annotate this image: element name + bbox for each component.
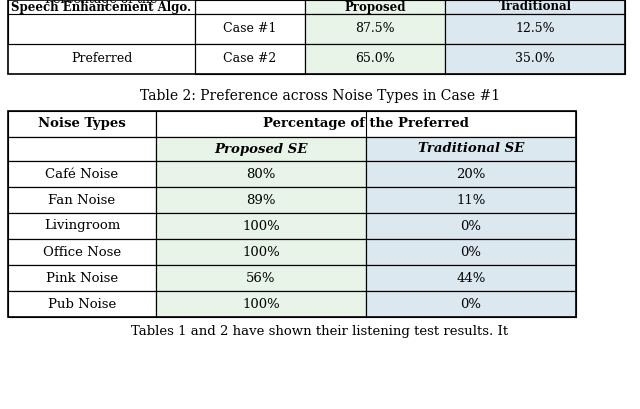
Bar bbox=[8, 0, 195, 44]
Bar bbox=[366, 213, 576, 239]
Bar bbox=[366, 291, 576, 317]
Bar bbox=[366, 239, 576, 265]
Text: 11%: 11% bbox=[456, 193, 486, 207]
Bar bbox=[156, 161, 366, 187]
Text: Percentage of the: Percentage of the bbox=[45, 0, 157, 5]
Bar bbox=[8, 111, 576, 317]
Bar bbox=[366, 187, 576, 213]
Text: 20%: 20% bbox=[456, 168, 486, 180]
Bar bbox=[8, 137, 156, 161]
Text: Pub Noise: Pub Noise bbox=[48, 297, 116, 310]
Bar bbox=[366, 161, 576, 187]
Text: 35.0%: 35.0% bbox=[515, 52, 555, 65]
Text: Speech Enhancement Algo.: Speech Enhancement Algo. bbox=[12, 0, 191, 13]
Text: 89%: 89% bbox=[246, 193, 276, 207]
Bar bbox=[195, 14, 305, 44]
Bar bbox=[445, 0, 625, 14]
Text: Livingroom: Livingroom bbox=[44, 220, 120, 232]
Bar bbox=[445, 14, 625, 44]
Bar bbox=[156, 213, 366, 239]
Text: 56%: 56% bbox=[246, 272, 276, 285]
Bar bbox=[156, 137, 366, 161]
Bar bbox=[156, 239, 366, 265]
Text: 0%: 0% bbox=[461, 297, 481, 310]
Text: 100%: 100% bbox=[242, 220, 280, 232]
Bar bbox=[305, 14, 445, 44]
Text: Fan Noise: Fan Noise bbox=[49, 193, 116, 207]
Text: Traditional SE: Traditional SE bbox=[418, 142, 524, 155]
Text: Pink Noise: Pink Noise bbox=[46, 272, 118, 285]
Text: 65.0%: 65.0% bbox=[355, 52, 395, 65]
Text: Percentage of the Preferred: Percentage of the Preferred bbox=[263, 117, 469, 130]
Bar bbox=[156, 187, 366, 213]
Text: Tables 1 and 2 have shown their listening test results. It: Tables 1 and 2 have shown their listenin… bbox=[131, 326, 509, 339]
Text: Noise Types: Noise Types bbox=[38, 117, 126, 130]
Text: Proposed: Proposed bbox=[344, 0, 406, 13]
Text: 100%: 100% bbox=[242, 245, 280, 258]
Bar bbox=[156, 265, 366, 291]
Text: 80%: 80% bbox=[246, 168, 276, 180]
Bar bbox=[366, 137, 576, 161]
Bar bbox=[156, 111, 576, 137]
Bar bbox=[195, 44, 305, 74]
Text: 87.5%: 87.5% bbox=[355, 22, 395, 36]
Text: Office Nose: Office Nose bbox=[43, 245, 121, 258]
Bar bbox=[305, 0, 445, 14]
Bar bbox=[8, 265, 156, 291]
Text: Traditional: Traditional bbox=[499, 0, 572, 13]
Bar bbox=[195, 0, 305, 14]
Text: Case #1: Case #1 bbox=[223, 22, 276, 36]
Bar bbox=[8, 0, 195, 14]
Text: Case #2: Case #2 bbox=[223, 52, 276, 65]
Bar bbox=[8, 161, 156, 187]
Bar bbox=[8, 111, 156, 137]
Text: Proposed SE: Proposed SE bbox=[214, 142, 308, 155]
Bar bbox=[8, 187, 156, 213]
Text: Table 2: Preference across Noise Types in Case #1: Table 2: Preference across Noise Types i… bbox=[140, 89, 500, 103]
Bar bbox=[445, 44, 625, 74]
Bar bbox=[8, 239, 156, 265]
Bar bbox=[8, 291, 156, 317]
Text: 0%: 0% bbox=[461, 220, 481, 232]
Text: 44%: 44% bbox=[456, 272, 486, 285]
Text: Preferred: Preferred bbox=[71, 52, 132, 65]
Text: 12.5%: 12.5% bbox=[515, 22, 555, 36]
Bar bbox=[366, 265, 576, 291]
Bar bbox=[156, 291, 366, 317]
Text: Café Noise: Café Noise bbox=[45, 168, 118, 180]
Bar bbox=[8, 213, 156, 239]
Bar bbox=[8, 0, 625, 74]
Text: 0%: 0% bbox=[461, 245, 481, 258]
Bar bbox=[305, 44, 445, 74]
Text: 100%: 100% bbox=[242, 297, 280, 310]
